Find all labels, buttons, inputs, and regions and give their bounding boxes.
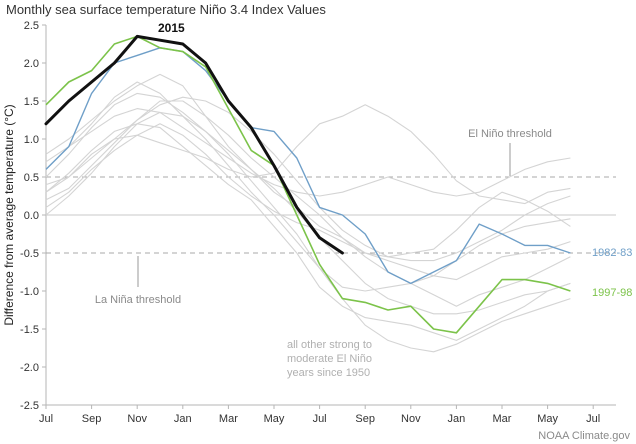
series-label-2015: 2015	[158, 21, 185, 35]
other-years-note-line1: all other strong to	[287, 339, 372, 351]
other-year-line	[45, 96, 571, 262]
x-axis-ticks: Jul Sep Nov Jan Mar May Jul Sep Nov Jan Mar May Jul	[39, 405, 600, 425]
y-tick-label: 0.5	[24, 172, 39, 184]
la-nina-threshold-label: La Niña threshold	[95, 294, 181, 306]
x-tick-label: May	[537, 413, 558, 425]
highlighted-series-lines	[44, 34, 571, 334]
x-tick-label: Jul	[313, 413, 327, 425]
x-tick-label: May	[264, 413, 285, 425]
other-year-line	[45, 92, 571, 315]
other-years-note-line2: moderate El Niño	[287, 353, 372, 365]
x-tick-label: Jul	[39, 413, 53, 425]
other-year-line	[45, 104, 571, 205]
x-tick-label: Mar	[219, 413, 238, 425]
other-years-note-line3: years since 1950	[287, 367, 370, 379]
el-nino-threshold-label: El Niño threshold	[468, 128, 552, 140]
y-axis-ticks: 2.5 2.0 1.5 1.0 0.5 0.0 -0.5 -1.0 -1.5 -2.0 -2.5	[20, 20, 46, 412]
x-tick-label: Nov	[401, 413, 421, 425]
y-tick-label: -1.5	[20, 324, 39, 336]
series-line-1982-83	[45, 47, 571, 285]
series-label-1997-98: 1997-98	[592, 287, 632, 299]
y-tick-label: 2.5	[24, 20, 39, 32]
y-tick-label: -1.0	[20, 286, 39, 298]
other-year-line	[45, 111, 571, 353]
other-year-line	[45, 73, 571, 258]
x-tick-label: Sep	[82, 413, 102, 425]
y-tick-label: -2.5	[20, 400, 39, 412]
chart-title: Monthly sea surface temperature Niño 3.4…	[6, 2, 326, 17]
x-tick-label: Jul	[586, 413, 600, 425]
x-tick-label: Jan	[448, 413, 466, 425]
series-line-2015	[44, 34, 344, 255]
other-year-line	[45, 123, 571, 341]
x-tick-label: Mar	[493, 413, 512, 425]
y-tick-label: 2.0	[24, 58, 39, 70]
other-year-line	[45, 81, 571, 292]
y-axis-label: Difference from average temperature (°C)	[2, 104, 16, 325]
y-tick-label: 1.0	[24, 134, 39, 146]
y-tick-label: 0.0	[24, 210, 39, 222]
series-line-1997-98	[45, 35, 571, 334]
y-tick-label: -2.0	[20, 362, 39, 374]
x-tick-label: Sep	[355, 413, 375, 425]
x-tick-label: Nov	[127, 413, 147, 425]
x-tick-label: Jan	[174, 413, 192, 425]
y-tick-label: -0.5	[20, 248, 39, 260]
credit-text: NOAA Climate.gov	[538, 430, 630, 442]
other-years-lines	[45, 73, 571, 353]
series-label-1982-83: 1982-83	[592, 247, 632, 259]
other-year-line	[45, 123, 571, 281]
y-tick-label: 1.5	[24, 96, 39, 108]
